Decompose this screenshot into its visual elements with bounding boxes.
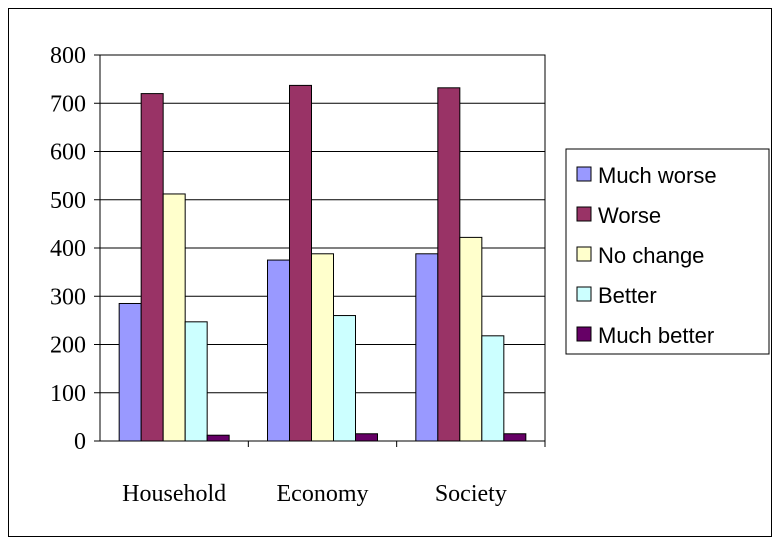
bar: [140, 93, 164, 442]
y-tick-label: 300: [50, 284, 86, 310]
bar: [333, 315, 356, 442]
legend-swatch: [576, 246, 592, 262]
bar: [118, 302, 142, 442]
bar: [459, 236, 483, 442]
legend-label: Worse: [598, 203, 661, 228]
bar: [355, 433, 378, 442]
x-axis-labels: Household Economy Society: [122, 441, 546, 507]
legend-swatch: [576, 326, 592, 342]
y-tick-label: 100: [50, 381, 86, 407]
bar: [267, 259, 290, 442]
legend: Much worse Worse No change Better Much bette…: [565, 148, 770, 355]
bar: [503, 433, 527, 442]
bar: [481, 335, 505, 442]
y-axis-ticks: 0 100 200 300 400 500 600 700 800: [50, 43, 100, 455]
y-tick-label: 400: [50, 236, 86, 262]
bar: [162, 193, 186, 442]
legend-label: No change: [598, 243, 704, 268]
bar: [311, 253, 334, 442]
legend-swatch: [576, 166, 592, 182]
y-tick-label: 800: [50, 43, 86, 69]
legend-label: Better: [598, 283, 657, 308]
x-category-label: Household: [122, 481, 226, 507]
y-tick-label: 700: [50, 91, 86, 117]
y-tick-label: 600: [50, 140, 86, 166]
y-tick-label: 500: [50, 188, 86, 214]
bar: [206, 434, 230, 442]
bar: [437, 87, 461, 442]
legend-swatch: [576, 206, 592, 222]
bar: [289, 84, 312, 442]
bars: [118, 84, 527, 442]
legend-box: [565, 148, 770, 355]
y-tick-label: 0: [74, 429, 86, 455]
legend-label: Much better: [598, 323, 714, 348]
x-category-label: Society: [435, 481, 507, 507]
bar: [184, 321, 208, 442]
legend-label: Much worse: [598, 163, 717, 188]
y-tick-label: 200: [50, 333, 86, 359]
x-category-label: Economy: [277, 481, 369, 507]
bar: [415, 253, 439, 442]
legend-swatch: [576, 286, 592, 302]
